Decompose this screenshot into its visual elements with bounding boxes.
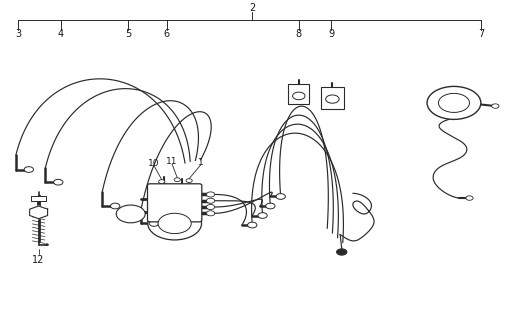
Circle shape (148, 207, 202, 240)
Circle shape (206, 204, 215, 210)
Circle shape (206, 198, 215, 203)
Circle shape (248, 222, 257, 228)
Circle shape (45, 244, 48, 246)
Circle shape (326, 95, 339, 103)
Polygon shape (30, 206, 48, 219)
Text: 1: 1 (198, 158, 203, 167)
Circle shape (206, 192, 215, 197)
FancyBboxPatch shape (148, 184, 202, 222)
Text: 7: 7 (478, 29, 485, 39)
Circle shape (186, 179, 192, 182)
Text: 11: 11 (166, 157, 178, 166)
Text: 8: 8 (296, 29, 302, 39)
Circle shape (438, 93, 470, 112)
Text: 5: 5 (125, 29, 131, 39)
Circle shape (266, 203, 275, 209)
Circle shape (116, 205, 145, 223)
Circle shape (492, 104, 499, 108)
Bar (31, 196, 46, 201)
Circle shape (427, 86, 481, 119)
Text: 12: 12 (32, 255, 45, 265)
Text: 3: 3 (15, 29, 21, 39)
Circle shape (149, 220, 159, 226)
Text: 6: 6 (164, 29, 170, 39)
Circle shape (174, 178, 180, 181)
Circle shape (111, 203, 120, 209)
Circle shape (276, 194, 285, 199)
Circle shape (206, 211, 215, 216)
Circle shape (159, 180, 165, 183)
Bar (289, 84, 309, 105)
Circle shape (293, 92, 305, 100)
Circle shape (54, 179, 63, 185)
Circle shape (158, 213, 191, 234)
Text: 2: 2 (249, 4, 255, 13)
Circle shape (258, 213, 267, 218)
Circle shape (24, 167, 33, 172)
Text: 10: 10 (148, 159, 160, 168)
Text: 9: 9 (328, 29, 334, 39)
Bar (321, 87, 344, 108)
Circle shape (466, 196, 473, 200)
Circle shape (336, 249, 347, 255)
Text: 4: 4 (58, 29, 64, 39)
